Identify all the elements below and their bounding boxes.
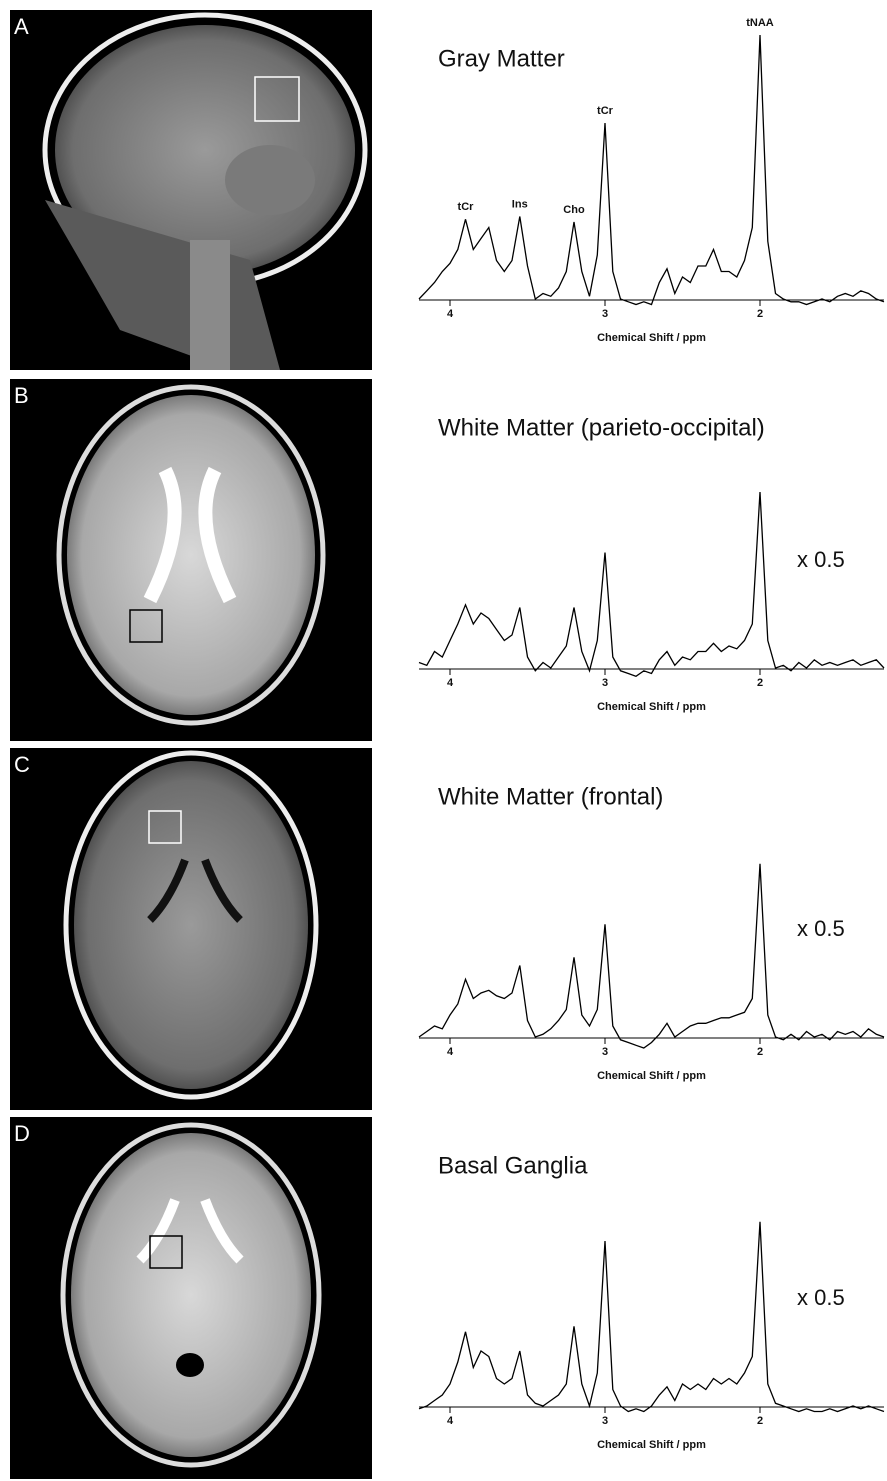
- x-axis-label: Chemical Shift / ppm: [597, 1070, 706, 1082]
- mri-image: [10, 748, 372, 1110]
- scale-note: x 0.5: [797, 916, 845, 941]
- peak-label: tCr: [597, 105, 614, 117]
- x-tick-label: 2: [757, 1046, 763, 1058]
- x-tick-label: 3: [602, 677, 608, 689]
- figure: A Gray Matter 4 3 2 Chemical Shift / ppm tCr In…: [0, 0, 887, 1481]
- peak-label: tNAA: [746, 17, 774, 29]
- x-tick-label: 2: [757, 677, 763, 689]
- x-tick-label: 4: [447, 1415, 454, 1427]
- x-tick-label: 2: [757, 308, 763, 320]
- scale-note: x 0.5: [797, 1285, 845, 1310]
- mri-image: [10, 1117, 372, 1479]
- panel-label: C: [14, 752, 30, 777]
- x-tick-label: 3: [602, 1415, 608, 1427]
- spectrum-line: [419, 1222, 884, 1412]
- mri-image: [10, 379, 372, 741]
- mri-image: [10, 10, 372, 370]
- x-tick-label: 3: [602, 1046, 608, 1058]
- panel-label: B: [14, 383, 29, 408]
- peak-label: Ins: [512, 198, 528, 210]
- chart-title: White Matter (parieto-occipital): [438, 414, 765, 441]
- chart-title: Basal Ganglia: [438, 1152, 588, 1179]
- peak-label: tCr: [458, 201, 475, 213]
- spectrum-line: [419, 864, 884, 1048]
- chart-title: White Matter (frontal): [438, 783, 663, 810]
- chart-title: Gray Matter: [438, 45, 565, 72]
- panel-label: D: [14, 1121, 30, 1146]
- x-tick-label: 4: [447, 1046, 454, 1058]
- x-axis-label: Chemical Shift / ppm: [597, 1439, 706, 1451]
- x-tick-label: 3: [602, 308, 608, 320]
- x-tick-label: 2: [757, 1415, 763, 1427]
- x-tick-label: 4: [447, 677, 454, 689]
- spectrum-line: [419, 35, 884, 305]
- peak-label: Cho: [563, 204, 585, 216]
- x-tick-label: 4: [447, 308, 454, 320]
- x-axis-label: Chemical Shift / ppm: [597, 701, 706, 713]
- x-axis-label: Chemical Shift / ppm: [597, 332, 706, 344]
- spectrum-line: [419, 492, 884, 676]
- panel-label: A: [14, 14, 29, 39]
- scale-note: x 0.5: [797, 547, 845, 572]
